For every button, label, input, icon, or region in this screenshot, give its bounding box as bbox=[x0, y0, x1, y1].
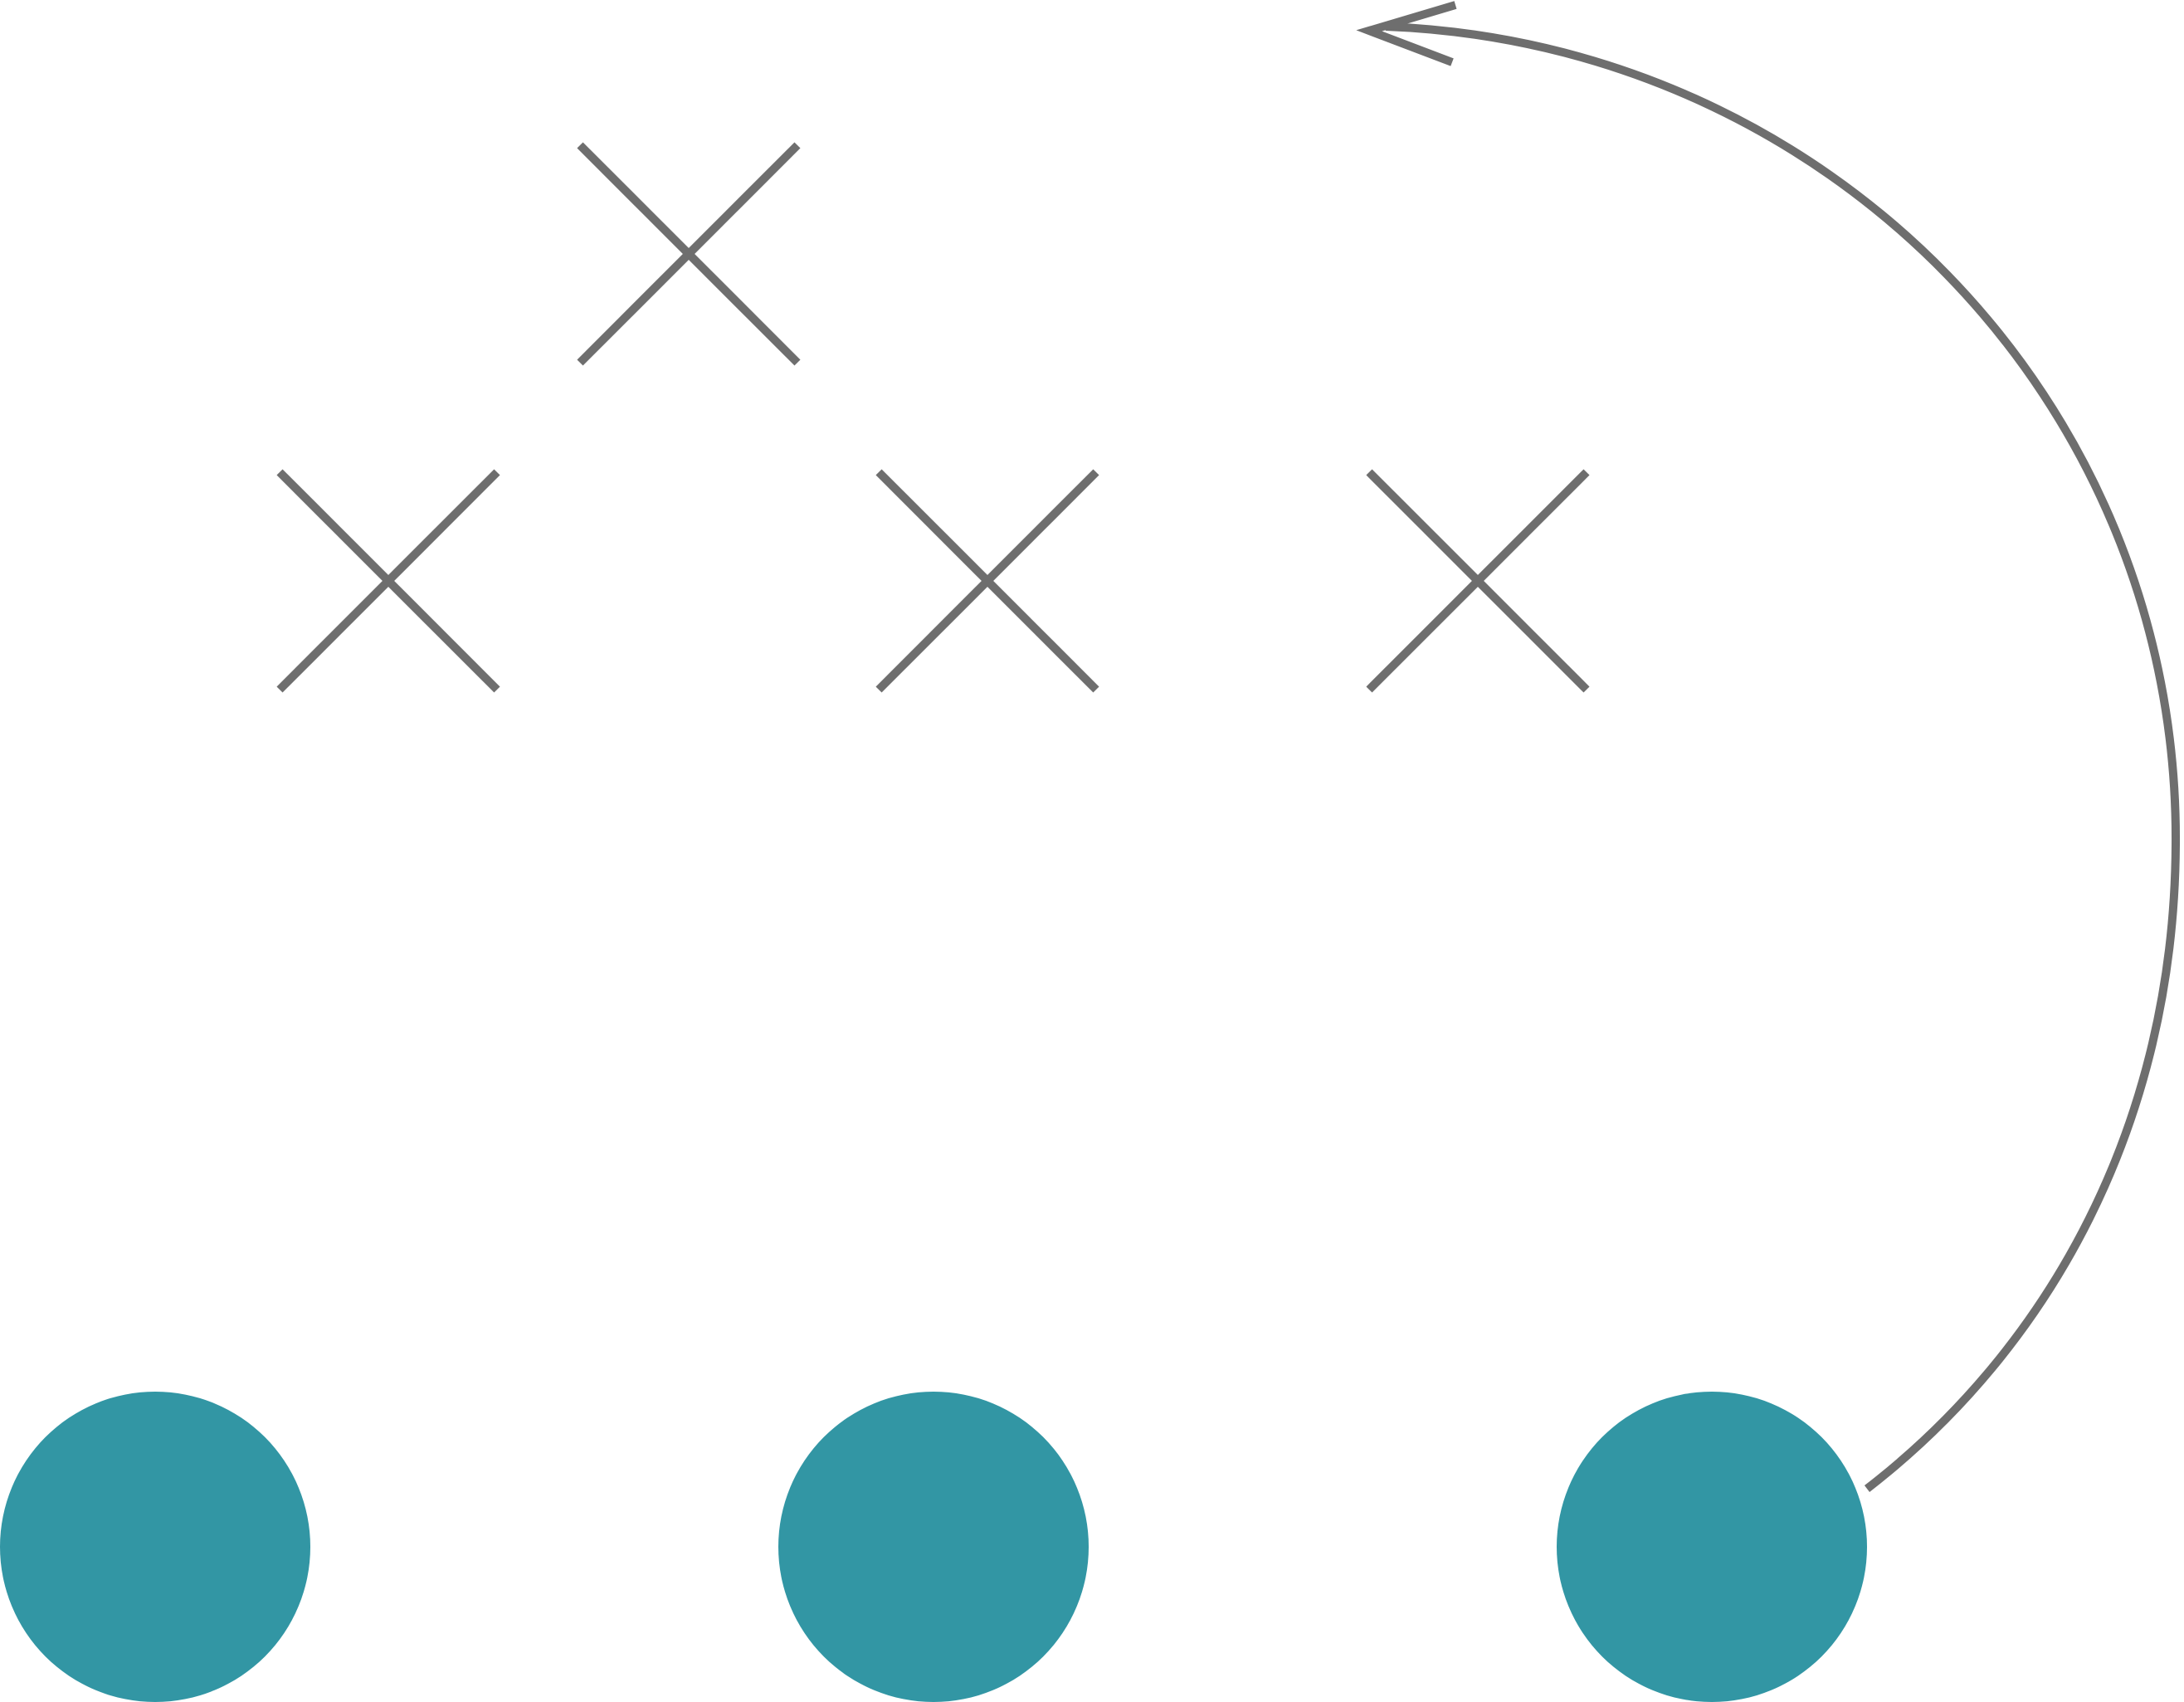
cross-marker-4 bbox=[1366, 469, 1590, 693]
cross-stroke bbox=[276, 469, 500, 693]
movement-arrow bbox=[1356, 1, 2181, 1492]
player-circle-2 bbox=[778, 1392, 1089, 1702]
attacker-markers bbox=[0, 1392, 1867, 1702]
cross-marker-2 bbox=[276, 469, 500, 693]
arrow-curve bbox=[1385, 22, 2181, 1492]
defender-markers bbox=[276, 142, 1590, 693]
cross-stroke bbox=[1366, 469, 1590, 693]
cross-stroke bbox=[875, 469, 1099, 693]
player-circle-1 bbox=[0, 1392, 310, 1702]
cross-stroke bbox=[577, 142, 801, 366]
player-circle-3 bbox=[1557, 1392, 1867, 1702]
cross-marker-3 bbox=[875, 469, 1099, 693]
arrow-head-icon bbox=[1356, 1, 1457, 66]
cross-marker-1 bbox=[577, 142, 801, 366]
